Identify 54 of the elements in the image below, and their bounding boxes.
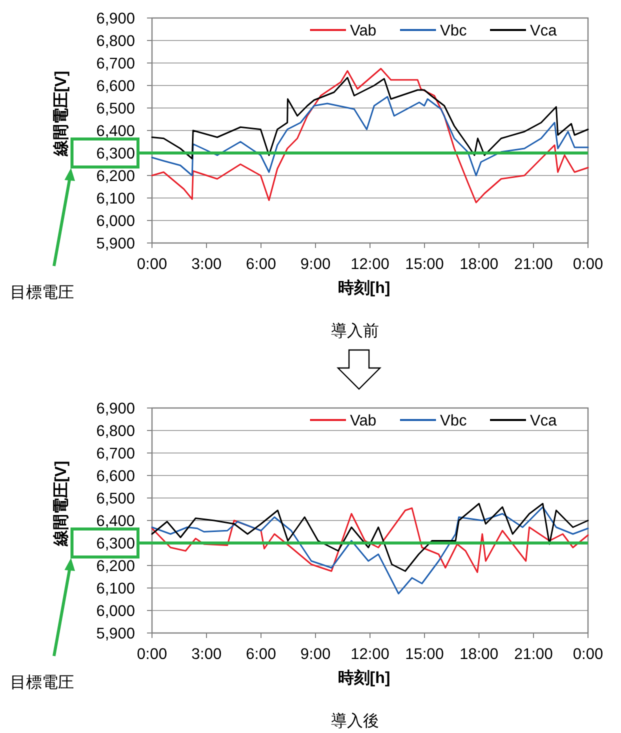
x-tick-label: 3:00	[191, 646, 222, 663]
y-tick-label: 6,800	[96, 32, 136, 50]
y-tick-label: 6,000	[96, 212, 136, 230]
x-axis-title: 時刻[h]	[338, 669, 390, 687]
x-tick-label: 6:00	[246, 256, 276, 273]
x-tick-label: 0:00	[572, 646, 604, 663]
x-tick-label: 0:00	[136, 256, 168, 273]
x-tick-label: 18:00	[460, 256, 499, 273]
y-tick-label: 6,400	[96, 122, 136, 140]
y-tick-label: 6,200	[96, 168, 136, 185]
x-tick-label: 15:00	[405, 646, 444, 663]
x-tick-label: 15:00	[405, 256, 444, 273]
y-tick-label: 6,400	[96, 512, 136, 530]
y-tick-label: 6,600	[96, 78, 136, 95]
x-tick-label: 21:00	[514, 646, 554, 663]
y-tick-label: 5,900	[96, 625, 136, 642]
y-tick-label: 6,300	[96, 145, 136, 162]
legend-label: Vca	[530, 412, 558, 430]
text: 目標電圧	[10, 283, 74, 302]
y-tick-label: 6,700	[96, 445, 136, 462]
text: 導入前	[331, 322, 379, 340]
x-tick-label: 18:00	[460, 646, 499, 663]
x-axis-title: 時刻[h]	[338, 279, 390, 297]
x-tick-label: 21:00	[514, 256, 554, 273]
y-tick-label: 5,900	[96, 235, 136, 252]
y-tick-label: 6,100	[96, 190, 136, 208]
y-tick-label: 6,500	[96, 100, 136, 118]
legend-label: Vbc	[440, 412, 467, 430]
legend-label: Vca	[530, 22, 558, 40]
x-tick-label: 0:00	[136, 646, 168, 663]
x-tick-label: 12:00	[350, 646, 390, 663]
y-axis-title: 線間電圧[V]	[52, 460, 70, 548]
y-tick-label: 6,800	[96, 422, 136, 440]
y-tick-label: 6,600	[96, 468, 136, 485]
y-tick-label: 6,200	[96, 558, 136, 575]
x-tick-label: 12:00	[350, 256, 390, 273]
x-tick-label: 6:00	[246, 646, 276, 663]
legend-label: Vab	[350, 22, 376, 40]
y-tick-label: 6,300	[96, 535, 136, 552]
y-tick-label: 6,900	[96, 400, 136, 418]
x-tick-label: 9:00	[300, 646, 331, 663]
y-tick-label: 6,000	[96, 602, 136, 620]
text: 導入後	[331, 712, 379, 730]
y-axis-title: 線間電圧[V]	[52, 70, 70, 158]
legend-label: Vab	[350, 412, 376, 430]
legend-label: Vbc	[440, 22, 467, 40]
x-tick-label: 9:00	[300, 256, 331, 273]
y-tick-label: 6,700	[96, 55, 136, 72]
x-tick-label: 0:00	[572, 256, 604, 273]
y-tick-label: 6,100	[96, 580, 136, 598]
x-tick-label: 3:00	[191, 256, 222, 273]
y-tick-label: 6,900	[96, 10, 136, 28]
text: 目標電圧	[10, 673, 74, 692]
y-tick-label: 6,500	[96, 490, 136, 508]
